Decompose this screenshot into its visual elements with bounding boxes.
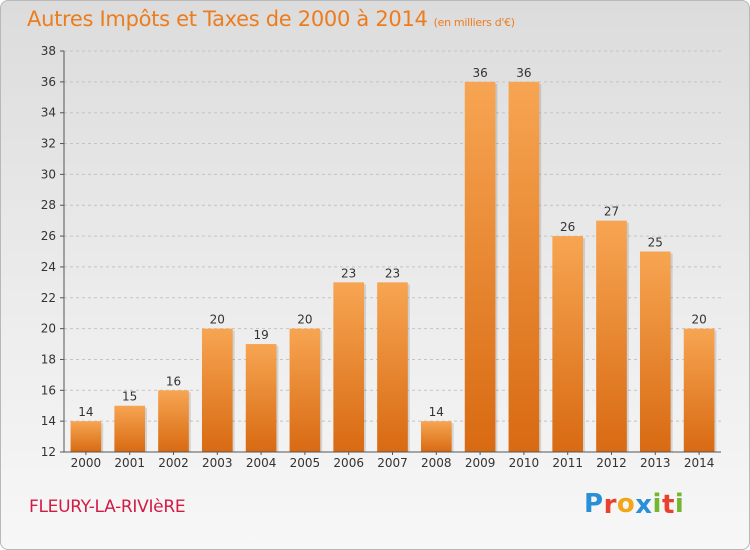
bar <box>464 81 496 452</box>
bar <box>245 344 277 452</box>
x-tick-label: 2003 <box>202 456 233 470</box>
bar-value-label: 36 <box>516 66 531 80</box>
logo-letter: P <box>584 489 604 519</box>
x-tick-label: 2008 <box>421 456 452 470</box>
y-tick-label: 22 <box>41 291 56 305</box>
bar <box>70 421 102 452</box>
axes <box>60 50 721 455</box>
chart-title-text: Autres Impôts et Taxes de 2000 à 2014 <box>27 7 428 31</box>
bar <box>420 421 452 452</box>
x-tick-label: 2004 <box>246 456 277 470</box>
bar-value-label: 15 <box>122 390 137 404</box>
x-tick-label: 2005 <box>290 456 321 470</box>
bar <box>201 328 233 452</box>
y-tick-label: 36 <box>41 75 56 89</box>
y-tick-label: 26 <box>41 229 56 243</box>
bar <box>596 220 627 452</box>
x-tick-label: 2011 <box>552 456 583 470</box>
x-tick-label: 2007 <box>377 456 408 470</box>
bar <box>508 81 540 452</box>
chart-unit: (en milliers d'€) <box>433 16 515 29</box>
logo-letter: o <box>616 489 636 519</box>
bar <box>552 236 584 452</box>
logo-letter: i <box>674 489 685 519</box>
bar-value-label: 23 <box>385 266 400 280</box>
bar <box>639 251 671 452</box>
bars <box>70 81 717 452</box>
bar-value-label: 23 <box>341 266 356 280</box>
y-tick-label: 24 <box>41 260 56 274</box>
bar-value-label: 16 <box>166 374 181 388</box>
bar-value-label: 14 <box>78 405 93 419</box>
bar-value-label: 36 <box>472 66 487 80</box>
x-tick-label: 2013 <box>640 456 671 470</box>
x-tick-label: 2009 <box>465 456 496 470</box>
bar <box>114 405 146 452</box>
bar-value-label: 20 <box>210 313 225 327</box>
y-tick-label: 18 <box>41 352 56 366</box>
commune-name: FLEURY-LA-RIVIèRE <box>29 497 186 517</box>
bar <box>289 328 321 452</box>
bar <box>158 390 189 452</box>
x-tick-label: 2002 <box>158 456 189 470</box>
y-tick-label: 30 <box>41 167 56 181</box>
bar-value-label: 27 <box>604 205 619 219</box>
logo-letter: x <box>635 490 653 520</box>
bar-value-label: 25 <box>648 236 663 250</box>
y-tick-label: 12 <box>41 445 56 459</box>
bar-value-label: 14 <box>429 405 444 419</box>
bar-value-label: 19 <box>253 328 268 342</box>
logo-letter: t <box>661 490 675 520</box>
y-tick-label: 32 <box>41 137 56 151</box>
labels: 12 14 16 18 20 22 24 26 28 30 32 34 36 38 14 2000 15 2001… <box>41 44 715 470</box>
x-tick-label: 2010 <box>509 456 540 470</box>
x-tick-label: 2014 <box>684 456 715 470</box>
logo-letter: i <box>652 489 662 519</box>
proxiti-logo: Proxiti <box>584 489 685 520</box>
y-tick-label: 20 <box>41 322 56 336</box>
x-tick-label: 2001 <box>114 456 145 470</box>
y-tick-label: 16 <box>41 383 56 397</box>
x-tick-label: 2012 <box>596 456 627 470</box>
y-tick-label: 34 <box>41 106 56 120</box>
y-tick-label: 28 <box>41 198 56 212</box>
bar-value-label: 20 <box>691 313 706 327</box>
y-tick-label: 14 <box>41 414 56 428</box>
bar <box>333 282 365 452</box>
x-tick-label: 2000 <box>71 456 102 470</box>
y-tick-label: 38 <box>41 44 56 58</box>
x-tick-label: 2006 <box>333 456 364 470</box>
bar-value-label: 20 <box>297 313 312 327</box>
bar <box>683 328 715 452</box>
bar <box>377 282 408 452</box>
bar-value-label: 26 <box>560 220 575 234</box>
logo-letter: r <box>603 490 617 520</box>
chart-title: Autres Impôts et Taxes de 2000 à 2014 (en… <box>27 7 515 31</box>
